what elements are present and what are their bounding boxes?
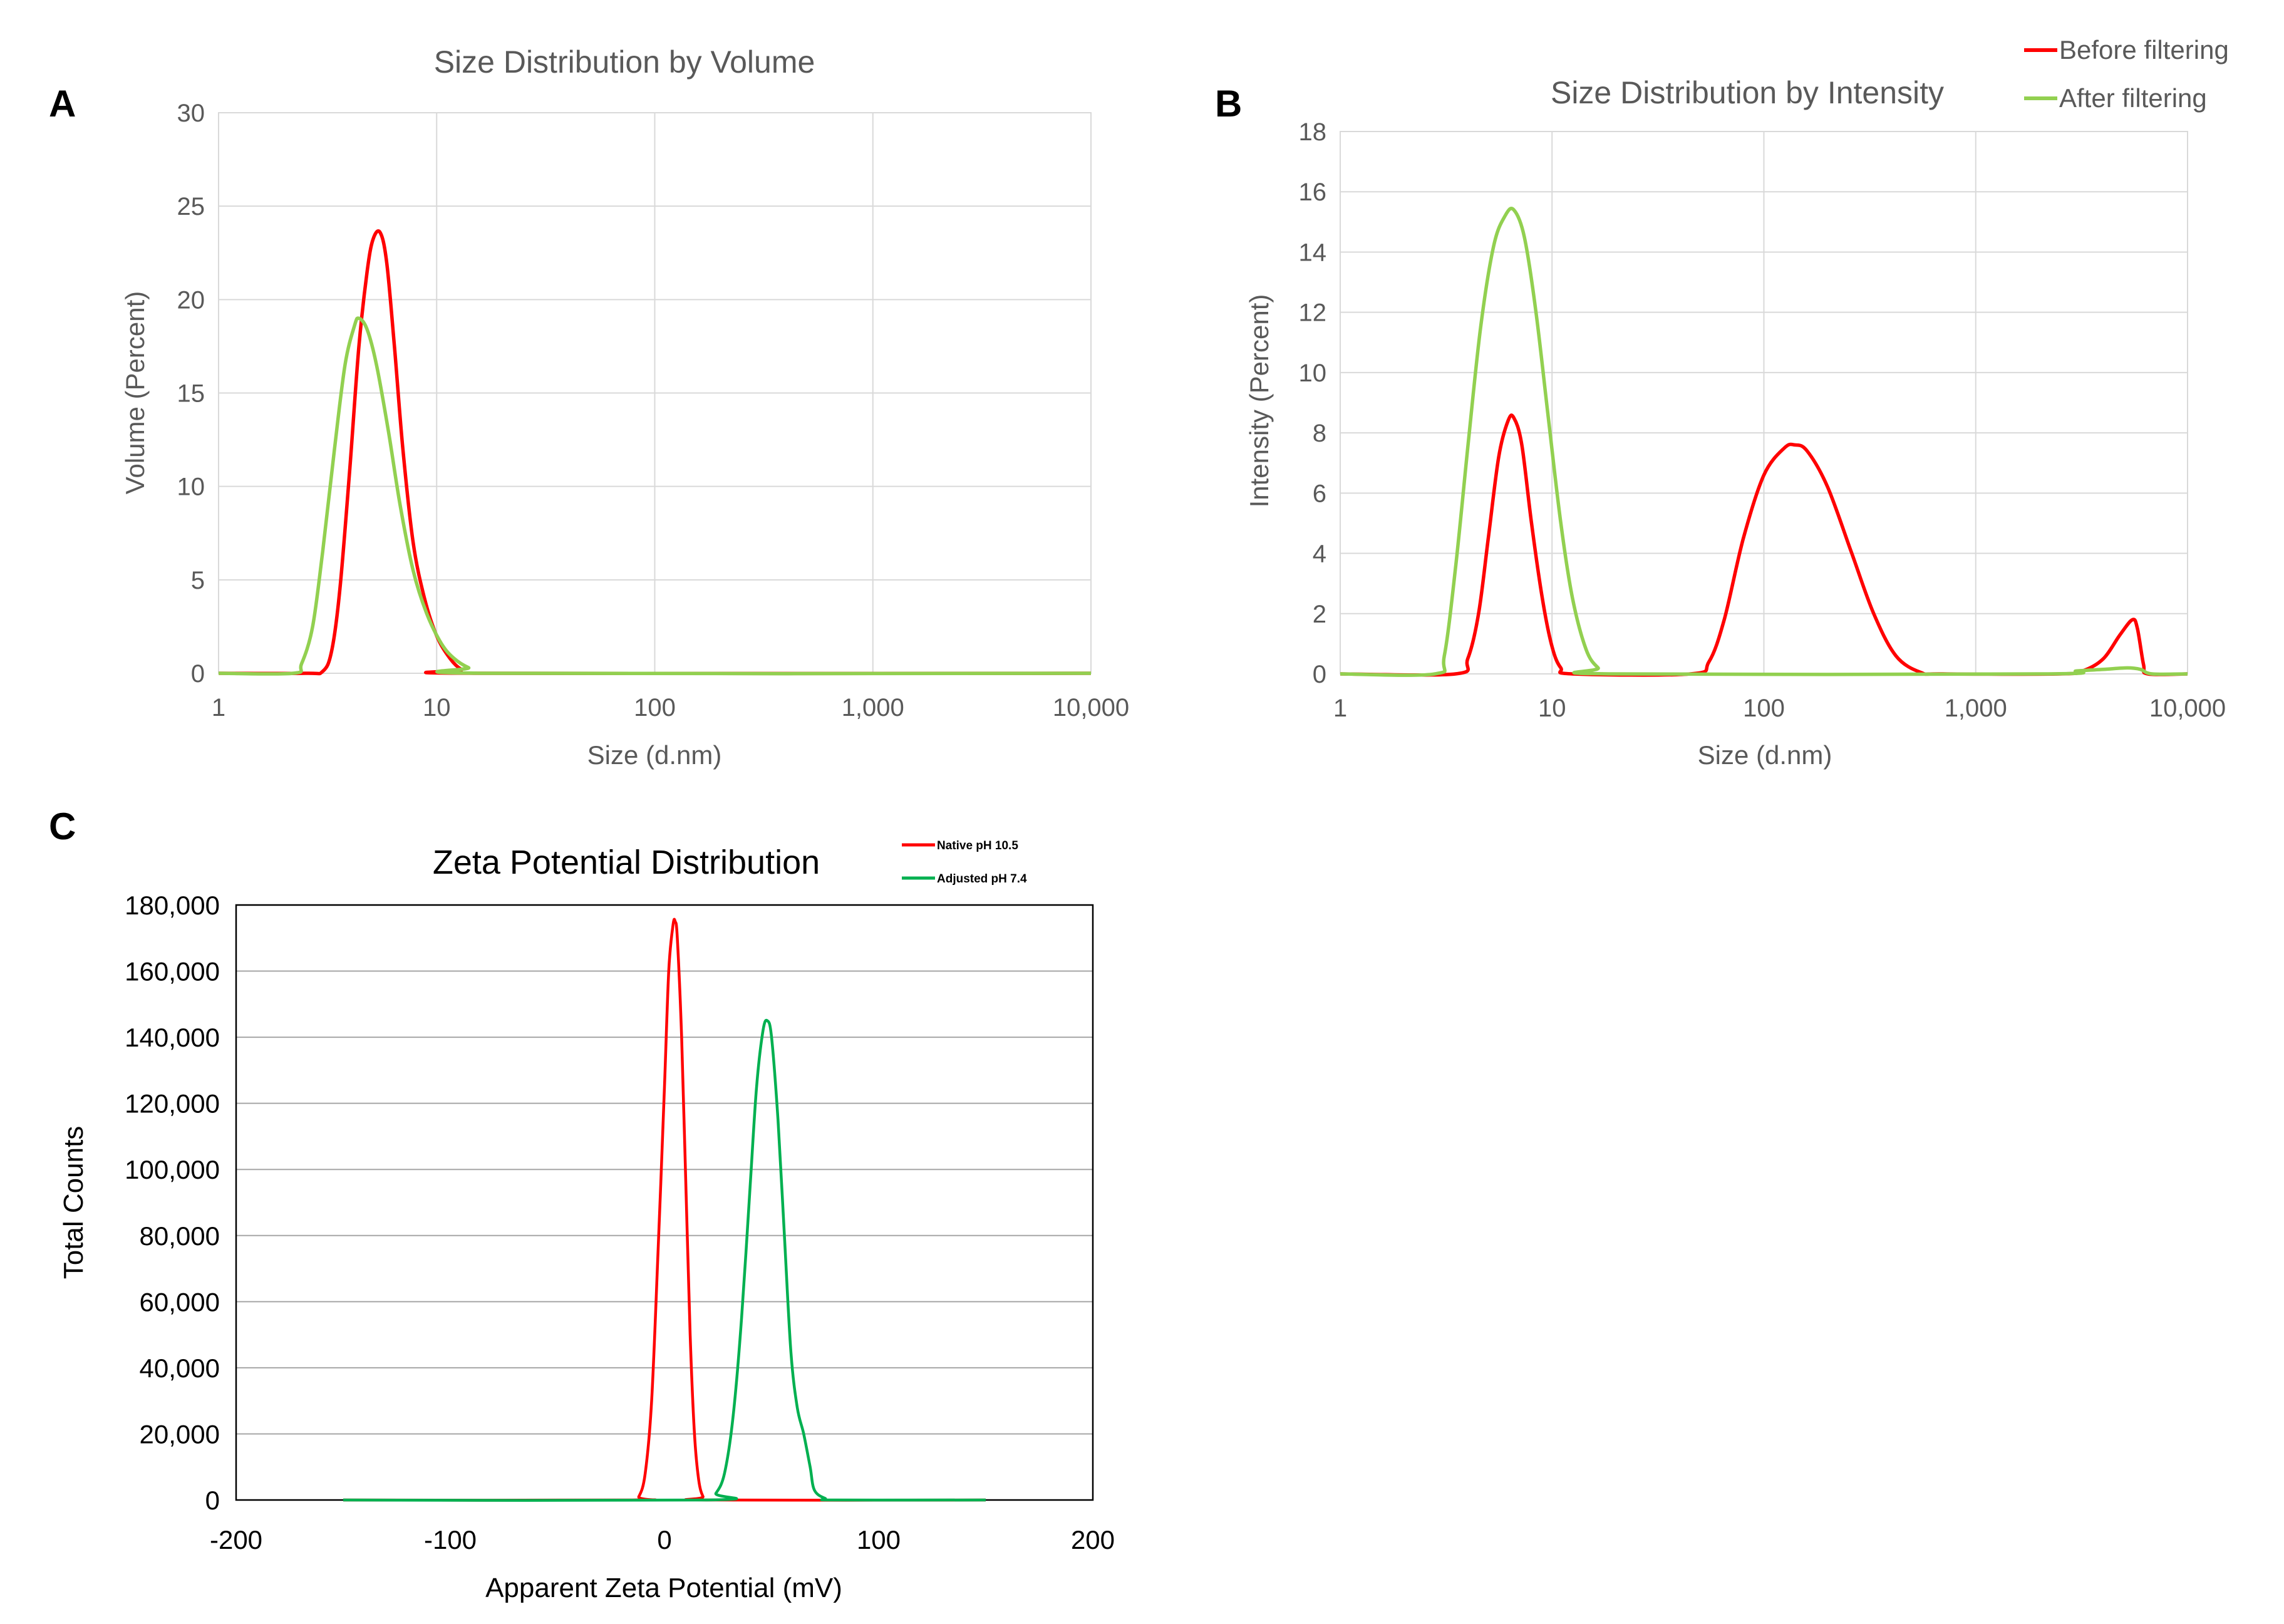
tick-layer: 0 5 10 15 20 25 30 1 10 100 1,000 10,000: [177, 100, 1130, 721]
tick-layer: 0 2 4 6 8 10 12 14 16 18 1 10 100 1,000 10,000: [1299, 118, 2226, 722]
panel-letter-a: A: [49, 83, 76, 125]
x-tick-label: 200: [1071, 1525, 1115, 1554]
y-tick-label: 20: [177, 286, 205, 314]
legend: Native pH 10.5 Adjusted pH 7.4: [902, 839, 1027, 886]
y-tick-label: 140,000: [125, 1023, 220, 1052]
y-tick-label: 4: [1313, 540, 1326, 568]
x-tick-label: 10,000: [1053, 694, 1129, 721]
series-line-before-filtering: [218, 229, 1092, 676]
x-tick-label: 1: [1333, 695, 1347, 722]
x-tick-label: 0: [657, 1525, 671, 1554]
y-axis-label: Volume (Percent): [120, 291, 150, 494]
y-tick-label: 6: [1313, 480, 1326, 507]
series-layer: [1340, 207, 2188, 677]
x-tick-label: 10: [1538, 695, 1566, 722]
series-line-after-filtering: [218, 316, 1092, 676]
y-tick-label: 8: [1313, 420, 1326, 447]
panel-letter-c: C: [49, 805, 76, 847]
y-tick-label: 30: [177, 100, 205, 127]
series-line-after-filtering: [1340, 207, 2188, 677]
y-tick-label: 15: [177, 380, 205, 408]
series-line-adjusted-ph-7-4: [343, 1018, 986, 1502]
x-axis-label: Size (d.nm): [1698, 740, 1832, 770]
series-line-native-ph-10-5: [343, 918, 986, 1502]
legend-label-adjusted-ph: Adjusted pH 7.4: [937, 872, 1027, 886]
y-tick-label: 2: [1313, 601, 1326, 628]
y-axis-label: Intensity (Percent): [1244, 294, 1274, 508]
x-tick-label: -100: [424, 1525, 477, 1554]
y-tick-label: 14: [1299, 239, 1327, 266]
y-tick-label: 16: [1299, 178, 1327, 206]
panel-letter-b: B: [1215, 83, 1242, 125]
x-tick-label: 10,000: [2149, 695, 2226, 722]
tick-layer: 0 20,000 40,000 60,000 80,000 100,000 120,000 1…: [125, 891, 1115, 1554]
y-tick-label: 160,000: [125, 957, 220, 986]
y-tick-label: 10: [1299, 359, 1327, 387]
y-tick-label: 18: [1299, 118, 1327, 146]
legend-label-before-filtering: Before filtering: [2059, 35, 2229, 65]
x-tick-label: 1: [212, 694, 225, 721]
y-tick-label: 100,000: [125, 1155, 220, 1184]
grid-layer: [1340, 132, 2188, 674]
x-axis-label: Size (d.nm): [587, 740, 722, 770]
y-tick-label: 25: [177, 193, 205, 220]
x-tick-label: -200: [210, 1525, 262, 1554]
x-tick-label: 1,000: [1945, 695, 2007, 722]
y-tick-label: 120,000: [125, 1089, 220, 1119]
x-tick-label: 100: [1743, 695, 1785, 722]
x-tick-label: 10: [423, 694, 451, 721]
legend: Before filtering After filtering: [2024, 35, 2229, 113]
y-tick-label: 40,000: [140, 1353, 220, 1383]
y-tick-label: 60,000: [140, 1287, 220, 1316]
grid-layer: [236, 970, 1093, 1435]
y-tick-label: 0: [1313, 661, 1326, 688]
y-tick-label: 0: [191, 660, 205, 688]
y-axis-label: Total Counts: [58, 1126, 89, 1280]
chart-title: Size Distribution by Volume: [434, 44, 815, 80]
y-tick-label: 5: [191, 567, 205, 594]
chart-zeta-potential: C 0 20,000 40,000 60,000 80,000 100,000 120,00…: [49, 805, 1115, 1603]
series-layer: [343, 918, 986, 1502]
x-tick-label: 100: [857, 1525, 901, 1554]
y-tick-label: 12: [1299, 299, 1327, 327]
x-tick-label: 100: [634, 694, 676, 721]
plot-area: [235, 904, 1094, 1501]
series-layer: [218, 229, 1092, 676]
x-tick-label: 1,000: [842, 694, 904, 721]
chart-title: Zeta Potential Distribution: [433, 844, 820, 881]
y-tick-label: 0: [205, 1486, 220, 1515]
x-axis-label: Apparent Zeta Potential (mV): [485, 1573, 842, 1603]
y-tick-label: 80,000: [140, 1221, 220, 1251]
grid-layer: [219, 113, 1091, 673]
y-tick-label: 180,000: [125, 891, 220, 920]
chart-volume-distribution: A 0 5 10 15 20 25 30 1 10 100 1,000 10,000 Size Dis…: [49, 44, 1129, 770]
legend-label-after-filtering: After filtering: [2059, 83, 2207, 113]
y-tick-label: 20,000: [140, 1419, 220, 1449]
chart-title: Size Distribution by Intensity: [1551, 75, 1944, 110]
legend-label-native-ph: Native pH 10.5: [937, 839, 1018, 852]
chart-intensity-distribution: B 0 2 4 6 8 10 12 14 16 18 1 10 100 1,000 10,000 Size …: [1215, 35, 2229, 770]
y-tick-label: 10: [177, 473, 205, 501]
